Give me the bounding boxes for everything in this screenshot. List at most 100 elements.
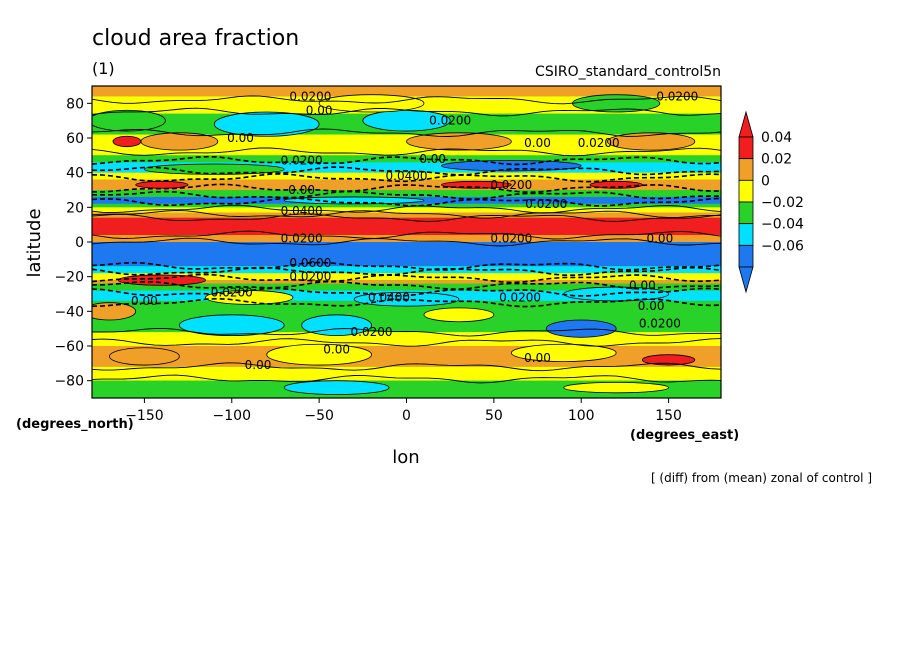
contour-line <box>92 210 721 219</box>
contour-label: 0.0200 <box>289 270 331 284</box>
y-tick-label: −40 <box>54 304 84 320</box>
contour-line <box>92 273 721 284</box>
contour-label: 0.0200 <box>525 197 567 211</box>
zonal-band <box>92 190 721 197</box>
contour-line <box>92 230 721 240</box>
zonal-band <box>92 280 721 284</box>
contour-line <box>92 328 721 337</box>
contour-label: 0.00 <box>524 351 551 365</box>
anomaly-patch <box>283 196 425 205</box>
contour-line <box>92 204 721 214</box>
y-tick-label: 0 <box>75 235 84 251</box>
anomaly-patch <box>112 135 142 148</box>
contour-label: 0.00 <box>524 136 551 150</box>
y-tick-label: −20 <box>54 270 84 286</box>
contour-label: 0.00 <box>419 152 446 166</box>
x-tick-label: −100 <box>213 408 251 424</box>
contour-label: 0.0200 <box>289 89 331 103</box>
zonal-band <box>92 266 721 274</box>
zonal-band <box>92 242 721 267</box>
contour-label: 0.00 <box>323 342 350 356</box>
colorbar-label: 0.02 <box>761 152 792 168</box>
colorbar-label: −0.02 <box>761 195 804 211</box>
anomaly-patches <box>92 94 696 395</box>
contour-line <box>92 297 721 308</box>
anomaly-patch <box>283 380 390 395</box>
colorbar-label: −0.04 <box>761 217 804 233</box>
x-tick-label: 100 <box>568 408 595 424</box>
contour-label: 0.0200 <box>351 325 393 339</box>
y-unit-label: (degrees_north) <box>16 417 134 432</box>
contour-lines <box>92 95 721 384</box>
contour-label: 0.0200 <box>281 154 323 168</box>
anomaly-patch <box>563 381 669 394</box>
anomaly-patch <box>144 163 285 175</box>
anomaly-patch <box>301 314 372 337</box>
contour-line <box>92 266 721 276</box>
y-tick-label: −80 <box>54 374 84 390</box>
anomaly-patch <box>545 319 617 338</box>
zonal-band <box>92 235 721 242</box>
y-axis-label: latitude <box>24 208 45 277</box>
y-tick-label: −60 <box>54 339 84 355</box>
plot-area: 0.02000.000.02000.02000.02000.000.000.02… <box>91 85 722 399</box>
x-tick-label: 0 <box>402 408 411 424</box>
chart-title: cloud area fraction <box>92 26 299 51</box>
anomaly-patch <box>641 354 696 366</box>
contour-label: 0.0400 <box>386 169 428 183</box>
contour-label: 0.0400 <box>281 204 323 218</box>
contour-line <box>92 237 721 247</box>
zonal-band <box>92 162 721 173</box>
zonal-band <box>92 380 721 398</box>
x-axis-label: lon <box>392 447 419 468</box>
contour-label: 0.00 <box>227 131 254 145</box>
colorbar-swatch <box>738 136 754 160</box>
contour-label: 0.0200 <box>490 232 532 246</box>
zonal-band <box>92 207 721 213</box>
colorbar-swatch <box>738 244 754 268</box>
contour-line <box>92 213 721 222</box>
zonal-band <box>92 86 721 97</box>
contour-line <box>92 338 721 347</box>
contour-label: 0.0200 <box>281 232 323 246</box>
anomaly-patch <box>213 111 320 137</box>
zonal-band <box>92 212 721 218</box>
contour-line <box>92 173 721 183</box>
contour-label: 0.0600 <box>289 256 331 270</box>
contour-label: 0.0200 <box>211 285 253 299</box>
contour-label: 0.0400 <box>368 290 410 304</box>
anomaly-patch <box>135 180 189 189</box>
zonal-band <box>92 155 721 163</box>
footnote: [ (diff) from (mean) zonal of control ] <box>651 471 872 485</box>
anomaly-patch <box>441 160 582 172</box>
x-tick-label: −150 <box>125 408 163 424</box>
contour-line <box>92 280 721 291</box>
contour-label: 0.00 <box>288 183 315 197</box>
y-axis: −80 −60 −40 −20 0 20 40 60 80 <box>54 96 92 390</box>
anomaly-patch <box>117 274 206 286</box>
contour-label: 0.0200 <box>639 316 681 330</box>
x-axis: −150 −100 −50 0 50 100 150 <box>125 398 682 424</box>
anomaly-patch <box>423 307 495 323</box>
colorbar-extend-min <box>738 266 754 294</box>
y-tick-label: 40 <box>66 166 84 182</box>
contour-line <box>92 147 721 157</box>
contour-label: 0.00 <box>306 103 333 117</box>
colorbar-extend-max <box>738 110 754 138</box>
contour-line <box>92 155 721 166</box>
contour-line <box>92 128 721 137</box>
contour-label: 0.0200 <box>429 114 471 128</box>
contour-label: 0.0200 <box>578 136 620 150</box>
colorbar-label: 0.04 <box>761 130 792 146</box>
zonal-band <box>92 172 721 180</box>
contour-label: 0.0200 <box>490 178 532 192</box>
contour-line <box>92 362 721 372</box>
contour-label: 0.00 <box>638 299 665 313</box>
anomaly-patch <box>178 314 285 337</box>
contour-label: 0.00 <box>629 278 656 292</box>
contour-line <box>92 261 721 271</box>
x-unit-label: (degrees_east) <box>630 428 739 443</box>
anomaly-patch <box>607 132 696 151</box>
y-tick-label: 20 <box>66 200 84 216</box>
